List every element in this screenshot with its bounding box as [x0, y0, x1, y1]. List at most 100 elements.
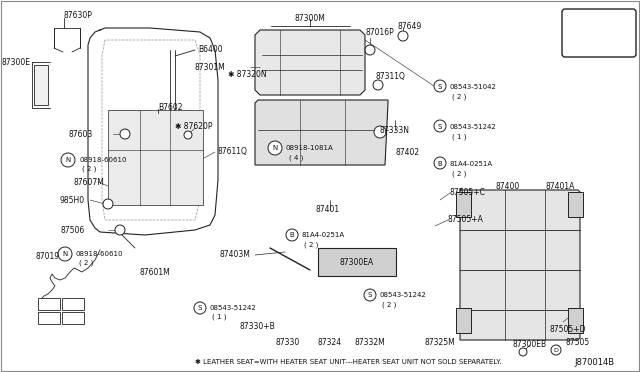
- Text: 87506: 87506: [61, 226, 85, 235]
- Text: 87332M: 87332M: [355, 338, 385, 347]
- Text: 81A4-0251A: 81A4-0251A: [301, 232, 344, 238]
- Text: 87019: 87019: [36, 252, 60, 261]
- Bar: [38, 298, 60, 310]
- Bar: [62, 298, 84, 310]
- Ellipse shape: [365, 45, 375, 55]
- Text: 87630P: 87630P: [64, 11, 93, 20]
- Text: 985H0: 985H0: [60, 196, 85, 205]
- Text: B7602: B7602: [158, 103, 182, 112]
- Ellipse shape: [373, 80, 383, 90]
- Text: 87300E: 87300E: [2, 58, 31, 67]
- Text: 87603: 87603: [68, 130, 93, 139]
- Bar: [568, 192, 583, 217]
- Text: ( 2 ): ( 2 ): [452, 170, 467, 176]
- Text: 08918-1081A: 08918-1081A: [286, 145, 333, 151]
- Text: N: N: [273, 145, 278, 151]
- Text: ( 2 ): ( 2 ): [382, 301, 396, 308]
- Text: 87300M: 87300M: [294, 14, 325, 23]
- Polygon shape: [255, 100, 388, 165]
- Ellipse shape: [434, 157, 446, 169]
- Polygon shape: [460, 188, 580, 340]
- Text: 87325M: 87325M: [424, 338, 456, 347]
- Text: 87333N: 87333N: [380, 126, 410, 135]
- Text: 87300EB: 87300EB: [513, 340, 547, 349]
- Bar: [595, 18, 615, 34]
- Ellipse shape: [286, 229, 298, 241]
- Text: 87401A: 87401A: [545, 182, 574, 191]
- Text: S: S: [438, 84, 442, 90]
- Text: 87016P: 87016P: [365, 28, 394, 37]
- Text: 08543-51242: 08543-51242: [379, 292, 426, 298]
- Ellipse shape: [519, 348, 527, 356]
- Text: S: S: [198, 305, 202, 311]
- Text: 08918-60610: 08918-60610: [79, 157, 127, 163]
- Ellipse shape: [268, 141, 282, 155]
- Text: 87402: 87402: [395, 148, 419, 157]
- Text: 87324: 87324: [318, 338, 342, 347]
- Polygon shape: [255, 30, 365, 95]
- Ellipse shape: [115, 225, 125, 235]
- Text: J870014B: J870014B: [575, 358, 615, 367]
- Text: 87505+D: 87505+D: [550, 325, 586, 334]
- Text: S: S: [438, 124, 442, 130]
- Ellipse shape: [120, 129, 130, 139]
- Ellipse shape: [374, 126, 386, 138]
- Ellipse shape: [434, 80, 446, 92]
- Ellipse shape: [398, 31, 408, 41]
- Text: B: B: [290, 232, 294, 238]
- Text: 87505: 87505: [565, 338, 589, 347]
- Text: N: N: [62, 251, 68, 257]
- Text: 87601M: 87601M: [140, 268, 171, 277]
- Text: 08543-51042: 08543-51042: [449, 84, 496, 90]
- Text: 87330+B: 87330+B: [240, 322, 276, 331]
- Bar: [571, 18, 591, 34]
- Text: 08543-51242: 08543-51242: [209, 305, 256, 311]
- FancyBboxPatch shape: [562, 9, 636, 57]
- Text: 87311Q: 87311Q: [375, 72, 405, 81]
- Ellipse shape: [551, 345, 561, 355]
- Bar: [568, 308, 583, 333]
- Bar: [456, 308, 471, 333]
- Bar: [318, 248, 396, 276]
- Text: 08918-60610: 08918-60610: [76, 251, 124, 257]
- Text: ( 4 ): ( 4 ): [289, 154, 303, 160]
- Text: ( 2 ): ( 2 ): [304, 241, 318, 247]
- Polygon shape: [34, 65, 48, 105]
- Text: ( 2 ): ( 2 ): [79, 259, 93, 266]
- Text: ( 1 ): ( 1 ): [452, 133, 467, 140]
- Text: 87505+A: 87505+A: [448, 215, 484, 224]
- Ellipse shape: [103, 199, 113, 209]
- Bar: [62, 312, 84, 324]
- Text: 87330: 87330: [276, 338, 300, 347]
- Bar: [108, 110, 203, 205]
- Text: ( 2 ): ( 2 ): [452, 93, 467, 99]
- Ellipse shape: [61, 153, 75, 167]
- Text: 87607M: 87607M: [73, 178, 104, 187]
- Ellipse shape: [434, 120, 446, 132]
- Text: ( 1 ): ( 1 ): [212, 314, 227, 321]
- Text: 87300EA: 87300EA: [340, 258, 374, 267]
- Text: B: B: [438, 161, 442, 167]
- Text: ✱ 87320N: ✱ 87320N: [228, 70, 267, 79]
- Bar: [38, 312, 60, 324]
- Bar: [571, 38, 615, 50]
- Text: 87400: 87400: [495, 182, 519, 191]
- Text: 87401: 87401: [315, 205, 339, 214]
- Ellipse shape: [364, 289, 376, 301]
- Text: ✱ 87620P: ✱ 87620P: [175, 122, 212, 131]
- Text: ( 2 ): ( 2 ): [82, 165, 97, 171]
- Ellipse shape: [184, 131, 192, 139]
- Text: ✱ LEATHER SEAT=WITH HEATER SEAT UNIT---HEATER SEAT UNIT NOT SOLD SEPARATELY.: ✱ LEATHER SEAT=WITH HEATER SEAT UNIT---H…: [195, 359, 502, 365]
- Text: S: S: [368, 292, 372, 298]
- Text: 87301M: 87301M: [195, 63, 225, 72]
- Text: B6400: B6400: [198, 45, 223, 54]
- Ellipse shape: [58, 247, 72, 261]
- Text: 81A4-0251A: 81A4-0251A: [449, 161, 492, 167]
- Bar: [456, 192, 471, 217]
- Text: N: N: [65, 157, 70, 163]
- Ellipse shape: [194, 302, 206, 314]
- Text: D: D: [554, 348, 559, 353]
- Text: 08543-51242: 08543-51242: [449, 124, 496, 130]
- Text: 87611Q: 87611Q: [218, 147, 248, 156]
- Text: 87649: 87649: [398, 22, 422, 31]
